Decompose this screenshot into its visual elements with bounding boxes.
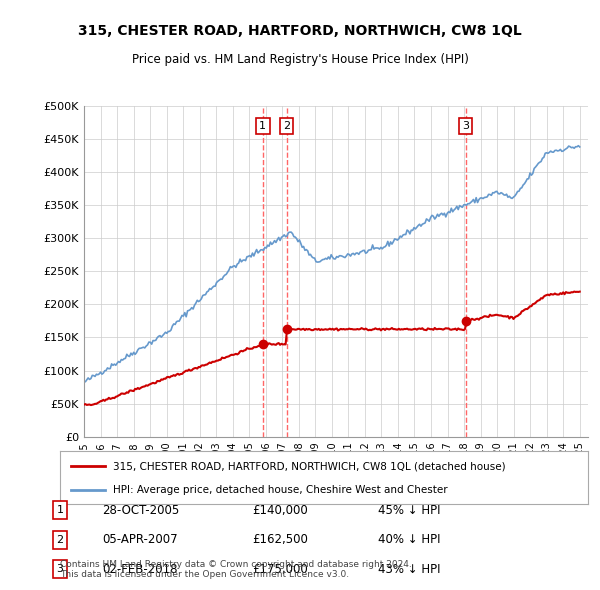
Text: 1: 1 bbox=[56, 506, 64, 515]
Text: 3: 3 bbox=[462, 121, 469, 131]
Text: 43% ↓ HPI: 43% ↓ HPI bbox=[378, 563, 440, 576]
Text: 3: 3 bbox=[56, 565, 64, 574]
Text: 05-APR-2007: 05-APR-2007 bbox=[102, 533, 178, 546]
Text: 1: 1 bbox=[259, 121, 266, 131]
Text: HPI: Average price, detached house, Cheshire West and Chester: HPI: Average price, detached house, Ches… bbox=[113, 484, 448, 494]
Text: 2: 2 bbox=[283, 121, 290, 131]
Text: £140,000: £140,000 bbox=[252, 504, 308, 517]
Text: 45% ↓ HPI: 45% ↓ HPI bbox=[378, 504, 440, 517]
Text: 315, CHESTER ROAD, HARTFORD, NORTHWICH, CW8 1QL: 315, CHESTER ROAD, HARTFORD, NORTHWICH, … bbox=[78, 24, 522, 38]
Text: Price paid vs. HM Land Registry's House Price Index (HPI): Price paid vs. HM Land Registry's House … bbox=[131, 53, 469, 66]
Text: 02-FEB-2018: 02-FEB-2018 bbox=[102, 563, 178, 576]
Text: 2: 2 bbox=[56, 535, 64, 545]
Text: Contains HM Land Registry data © Crown copyright and database right 2024.
This d: Contains HM Land Registry data © Crown c… bbox=[60, 560, 412, 579]
Text: 315, CHESTER ROAD, HARTFORD, NORTHWICH, CW8 1QL (detached house): 315, CHESTER ROAD, HARTFORD, NORTHWICH, … bbox=[113, 461, 505, 471]
Text: £175,000: £175,000 bbox=[252, 563, 308, 576]
Text: £162,500: £162,500 bbox=[252, 533, 308, 546]
Text: 40% ↓ HPI: 40% ↓ HPI bbox=[378, 533, 440, 546]
Text: 28-OCT-2005: 28-OCT-2005 bbox=[102, 504, 179, 517]
